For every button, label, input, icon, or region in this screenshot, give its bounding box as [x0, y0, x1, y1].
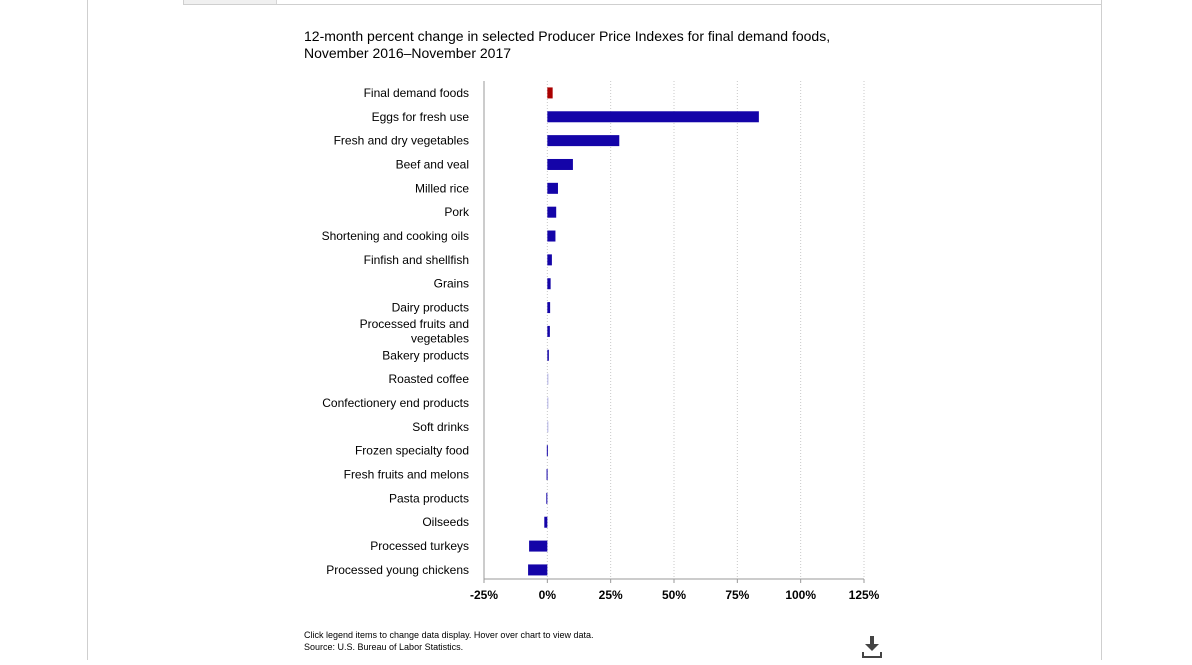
bar[interactable]: [547, 397, 549, 409]
bar[interactable]: [528, 564, 548, 576]
category-label: Processed fruits and: [360, 317, 469, 331]
bar[interactable]: [547, 373, 549, 385]
category-label: Processed young chickens: [326, 563, 469, 577]
bar[interactable]: [547, 111, 759, 123]
category-label: Dairy products: [392, 301, 469, 315]
category-label: Beef and veal: [396, 157, 469, 171]
bar[interactable]: [546, 469, 548, 481]
download-button[interactable]: [860, 634, 884, 660]
category-label: Grains: [434, 277, 469, 291]
page-frame-left-border: [87, 0, 88, 660]
panel-top-border: [183, 4, 1101, 5]
chart-title-line-2: November 2016–November 2017: [304, 45, 512, 61]
bar[interactable]: [547, 230, 556, 242]
bar[interactable]: [547, 87, 553, 99]
chart-source: Source: U.S. Bureau of Labor Statistics.: [304, 642, 464, 652]
bar[interactable]: [529, 540, 548, 552]
download-icon: [862, 636, 882, 658]
category-label: Bakery products: [382, 348, 469, 362]
x-tick-label: 125%: [849, 588, 880, 602]
category-label: Fresh and dry vegetables: [334, 134, 469, 148]
category-label: Soft drinks: [412, 420, 469, 434]
x-tick-label: 50%: [662, 588, 686, 602]
page-frame-right-border: [1101, 0, 1102, 660]
bar[interactable]: [547, 278, 551, 290]
x-tick-label: 25%: [599, 588, 623, 602]
category-label: Frozen specialty food: [355, 444, 469, 458]
category-label: Shortening and cooking oils: [322, 229, 469, 243]
category-label: Final demand foods: [364, 86, 469, 100]
bar[interactable]: [547, 349, 549, 361]
bar[interactable]: [547, 206, 557, 218]
x-tick-label: 75%: [725, 588, 749, 602]
chart-instructions: Click legend items to change data displa…: [304, 630, 594, 640]
category-label: Pasta products: [389, 491, 469, 505]
category-label: Fresh fruits and melons: [344, 468, 469, 482]
panel-left-border: [183, 0, 184, 5]
bar[interactable]: [547, 325, 550, 337]
chart-title: 12-month percent change in selected Prod…: [304, 28, 864, 62]
category-label: Confectionery end products: [322, 396, 469, 410]
chart-footnote: Click legend items to change data displa…: [304, 629, 593, 653]
category-label: Roasted coffee: [388, 372, 469, 386]
x-tick-label: 0%: [539, 588, 557, 602]
x-tick-label: 100%: [785, 588, 816, 602]
category-label: Oilseeds: [422, 515, 469, 529]
bar[interactable]: [547, 302, 551, 314]
bar[interactable]: [547, 182, 558, 194]
bar[interactable]: [547, 254, 552, 266]
category-label: Eggs for fresh use: [372, 110, 470, 124]
bar[interactable]: [544, 516, 548, 528]
category-label: Milled rice: [415, 181, 469, 195]
category-label: Finfish and shellfish: [364, 253, 469, 267]
category-label: vegetables: [411, 332, 469, 346]
chart-tab[interactable]: [184, 0, 277, 4]
category-label: Processed turkeys: [370, 539, 469, 553]
chart-title-line-1: 12-month percent change in selected Prod…: [304, 28, 831, 44]
bar[interactable]: [547, 421, 549, 433]
x-tick-label: -25%: [470, 588, 498, 602]
category-label: Pork: [444, 205, 470, 219]
bar[interactable]: [546, 445, 548, 457]
bar[interactable]: [547, 135, 620, 147]
bar[interactable]: [546, 492, 548, 504]
bar[interactable]: [547, 158, 573, 170]
